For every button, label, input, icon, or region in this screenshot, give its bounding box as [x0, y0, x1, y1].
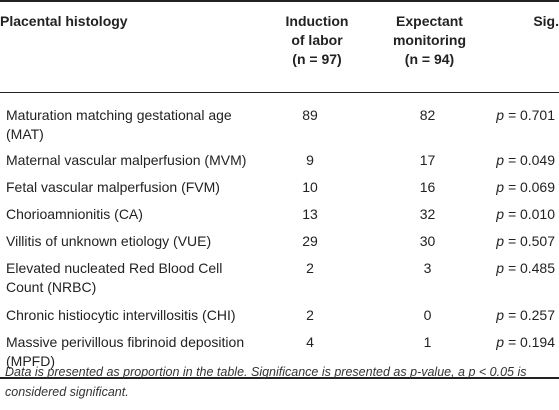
- row-label: Chorioamnionitis (CA): [6, 206, 143, 222]
- sig-value: p = 0.194: [487, 330, 559, 379]
- header-induction-line1: Induction: [285, 13, 349, 29]
- table-row: Fetal vascular malperfusion (FVM) 10 16 …: [0, 175, 559, 202]
- p-prefix: p =: [496, 233, 520, 249]
- header-induction-n: (n = 97): [292, 51, 342, 67]
- p-prefix: p =: [496, 179, 520, 195]
- sig-value: p = 0.257: [487, 303, 559, 330]
- p-prefix: p =: [496, 206, 520, 222]
- sig-value: p = 0.010: [487, 202, 559, 229]
- p-value: 0.194: [519, 334, 555, 350]
- table-row: Chorioamnionitis (CA) 13 32 p = 0.010: [0, 202, 559, 229]
- sig-value: p = 0.507: [487, 229, 559, 256]
- header-induction-of-labor: Induction of labor (n = 97): [262, 0, 372, 93]
- sig-value: p = 0.485: [487, 256, 559, 303]
- table-header-row: Placental histology Induction of labor (…: [0, 0, 559, 93]
- row-label: Elevated nucleated Red Blood Cell Count …: [6, 260, 223, 295]
- header-expectant-line2: monitoring: [392, 32, 467, 48]
- row-label: Massive perivillous fibrinoid deposition…: [0, 330, 262, 379]
- induction-value: 2: [306, 307, 314, 323]
- expectant-value: 1: [372, 330, 487, 379]
- p-value: 0.507: [519, 233, 555, 249]
- row-label: Maturation matching gestational age (MAT…: [6, 107, 232, 142]
- expectant-value: 82: [419, 107, 436, 123]
- p-prefix: p =: [496, 307, 520, 323]
- sig-value: p = 0.049: [487, 148, 559, 175]
- row-label: Fetal vascular malperfusion (FVM): [6, 179, 220, 195]
- p-value: 0.485: [519, 260, 555, 276]
- p-value: 0.257: [519, 307, 555, 323]
- header-expectant-monitoring: Expectant monitoring (n = 94): [372, 0, 487, 93]
- expectant-value: 32: [419, 206, 436, 222]
- p-value: 0.701: [519, 107, 555, 123]
- sig-value: p = 0.069: [487, 175, 559, 202]
- expectant-value: 0: [423, 307, 432, 323]
- placental-histology-table: Placental histology Induction of labor (…: [0, 0, 559, 379]
- table-footnote: Data is presented as proportion in the t…: [5, 365, 527, 399]
- induction-value: 29: [302, 233, 318, 249]
- p-value: 0.010: [519, 206, 555, 222]
- table-row: Massive perivillous fibrinoid deposition…: [0, 330, 559, 379]
- induction-value: 13: [302, 206, 318, 222]
- induction-value: 4: [262, 330, 372, 379]
- p-value: 0.049: [519, 152, 555, 168]
- p-prefix: p =: [496, 107, 520, 123]
- induction-value: 89: [302, 107, 318, 123]
- table-row: Elevated nucleated Red Blood Cell Count …: [0, 256, 559, 303]
- p-prefix: p =: [496, 334, 520, 350]
- table-row: Chronic histiocytic intervillositis (CHI…: [0, 303, 559, 330]
- expectant-value: 3: [423, 260, 432, 276]
- row-label: Villitis of unknown etiology (VUE): [6, 233, 212, 249]
- header-expectant-line1: Expectant: [396, 13, 463, 29]
- p-prefix: p =: [496, 152, 520, 168]
- table-row: Villitis of unknown etiology (VUE) 29 30…: [0, 229, 559, 256]
- header-sig: Sig.: [487, 0, 559, 93]
- header-induction-line2: of labor: [291, 32, 343, 48]
- header-placental-histology: Placental histology: [0, 0, 262, 93]
- p-value: 0.069: [519, 179, 555, 195]
- expectant-value: 17: [419, 152, 436, 168]
- row-label: Maternal vascular malperfusion (MVM): [6, 152, 247, 168]
- induction-value: 9: [306, 152, 314, 168]
- table-row: Maturation matching gestational age (MAT…: [0, 93, 559, 149]
- induction-value: 10: [302, 179, 318, 195]
- row-label: Chronic histiocytic intervillositis (CHI…: [6, 307, 236, 323]
- expectant-value: 16: [419, 179, 436, 195]
- table-row: Maternal vascular malperfusion (MVM) 9 1…: [0, 148, 559, 175]
- header-expectant-n: (n = 94): [404, 51, 455, 67]
- p-prefix: p =: [496, 260, 520, 276]
- expectant-value: 30: [419, 233, 436, 249]
- induction-value: 2: [306, 260, 314, 276]
- sig-value: p = 0.701: [487, 93, 559, 149]
